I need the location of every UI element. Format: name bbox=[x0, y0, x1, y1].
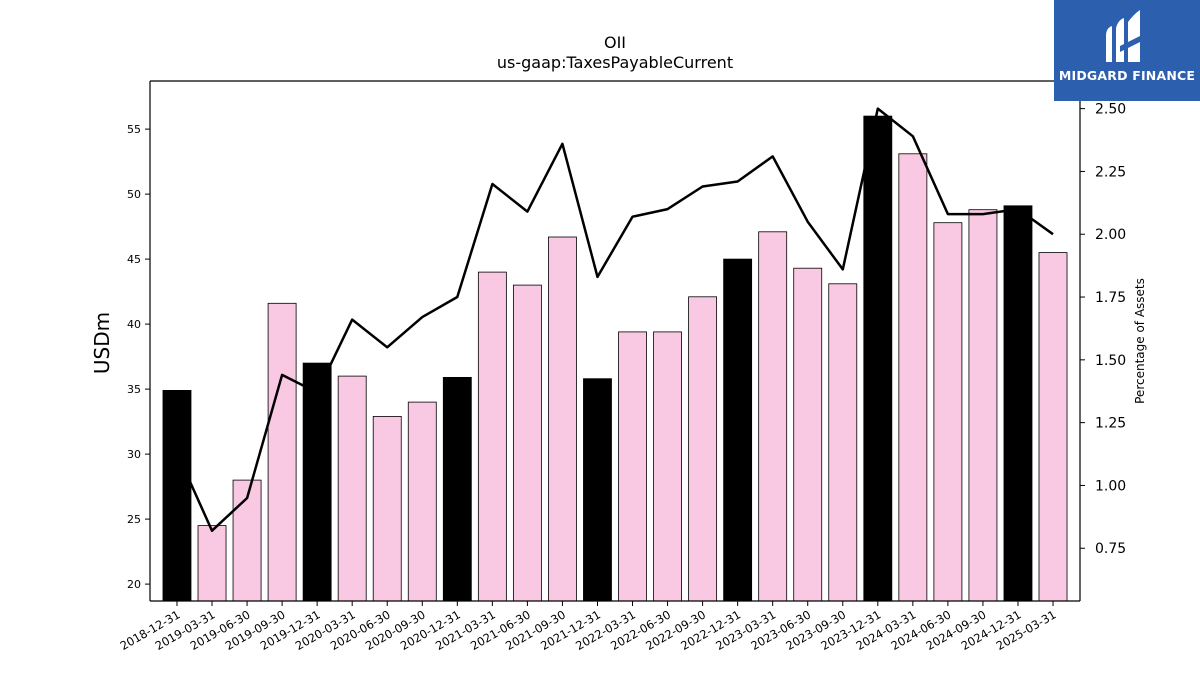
y-tick-label: 20 bbox=[127, 578, 141, 591]
bar bbox=[688, 296, 718, 602]
y2-tick-label: 1.00 bbox=[1095, 478, 1126, 494]
y-axis-label: USDm bbox=[90, 312, 114, 374]
chart-title: OII bbox=[604, 33, 626, 52]
y2-tick-label: 1.25 bbox=[1095, 416, 1126, 432]
y2-tick-label: 2.25 bbox=[1095, 164, 1126, 180]
bar bbox=[407, 401, 437, 602]
y2-tick-label: 2.50 bbox=[1095, 102, 1126, 118]
y-tick-label: 50 bbox=[127, 188, 141, 201]
bar bbox=[653, 331, 682, 602]
bar bbox=[267, 302, 297, 602]
bar bbox=[442, 376, 472, 602]
y2-tick-label: 1.75 bbox=[1095, 290, 1126, 306]
bar bbox=[898, 153, 928, 602]
bars-group bbox=[162, 115, 1068, 602]
y-tick-label: 45 bbox=[127, 253, 141, 266]
bar bbox=[1003, 205, 1033, 602]
bar bbox=[583, 378, 612, 602]
bar bbox=[512, 284, 542, 602]
brand-name: MIDGARD FINANCE bbox=[1058, 68, 1196, 83]
bar bbox=[723, 258, 753, 602]
y-tick-label: 40 bbox=[127, 318, 141, 331]
bar bbox=[933, 222, 963, 602]
bar bbox=[162, 389, 192, 602]
bar bbox=[302, 362, 332, 602]
brand-logo: MIDGARD FINANCE bbox=[1054, 0, 1200, 101]
chart-subtitle: us-gaap:TaxesPayableCurrent bbox=[497, 53, 733, 72]
y2-tick-label: 1.50 bbox=[1095, 353, 1126, 369]
bar bbox=[793, 267, 823, 602]
bar bbox=[548, 236, 577, 602]
bar bbox=[618, 331, 647, 602]
bar bbox=[337, 375, 367, 602]
line-group bbox=[175, 107, 1054, 532]
y-tick-label: 55 bbox=[127, 123, 141, 136]
bar bbox=[232, 479, 262, 602]
y-tick-label: 30 bbox=[127, 448, 141, 461]
y-tick-label: 35 bbox=[127, 383, 141, 396]
midgard-logo-icon bbox=[1106, 10, 1144, 62]
bar bbox=[1038, 252, 1068, 602]
series-line bbox=[175, 107, 1054, 532]
y2-tick-label: 0.75 bbox=[1095, 541, 1126, 557]
bar bbox=[477, 271, 507, 602]
y2-axis-label: Percentage of Assets bbox=[1133, 278, 1147, 404]
bar bbox=[828, 283, 858, 602]
y2-tick-label: 2.00 bbox=[1095, 227, 1126, 243]
bar bbox=[758, 231, 788, 602]
bar bbox=[372, 415, 402, 602]
bar bbox=[197, 525, 227, 602]
bar bbox=[968, 209, 998, 602]
bar bbox=[863, 115, 893, 602]
y-tick-label: 25 bbox=[127, 513, 141, 526]
